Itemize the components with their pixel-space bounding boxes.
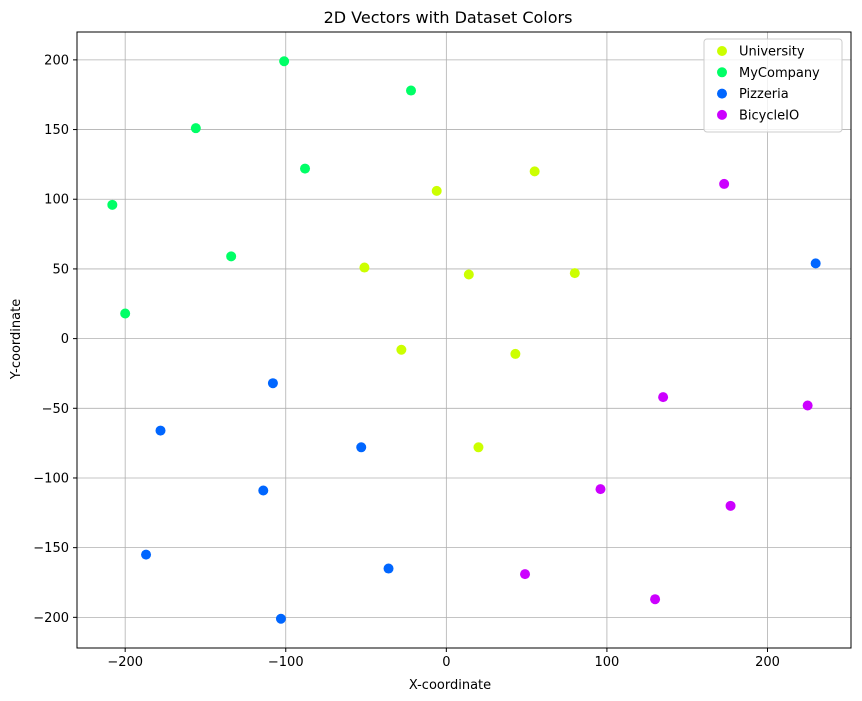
y-tick-label: −50 <box>42 402 69 417</box>
data-point-university <box>431 185 442 196</box>
axis-ticks: −200 −100 0 100 200 −200 −150 −100 −50 0 50 100 150 2… <box>33 53 780 670</box>
data-point-bicycleio <box>595 484 606 495</box>
data-point-pizzeria <box>141 549 152 560</box>
data-point-pizzeria <box>383 563 394 574</box>
data-point-university <box>569 268 580 279</box>
y-tick-label: 50 <box>52 262 69 277</box>
y-tick-label: 0 <box>61 332 69 347</box>
data-point-university <box>396 344 407 355</box>
x-tick-label: 100 <box>595 655 620 670</box>
y-tick-label: −200 <box>33 611 69 626</box>
legend-label-pizzeria: Pizzeria <box>739 87 789 102</box>
data-point-bicycleio <box>719 178 730 189</box>
data-point-bicycleio <box>658 392 669 403</box>
data-point-mycompany <box>190 123 201 134</box>
plot-area-frame <box>76 31 852 649</box>
data-point-pizzeria <box>810 258 821 269</box>
chart-title: 2D Vectors with Dataset Colors <box>324 8 573 27</box>
data-point-mycompany <box>406 85 417 96</box>
data-point-mycompany <box>120 308 131 319</box>
x-tick-label: −200 <box>107 655 143 670</box>
data-point-bicycleio <box>520 569 531 580</box>
data-point-bicycleio <box>802 400 813 411</box>
data-point-university <box>529 166 540 177</box>
data-point-pizzeria <box>267 378 278 389</box>
data-point-university <box>473 442 484 453</box>
x-axis-label: X-coordinate <box>409 678 491 693</box>
data-point-pizzeria <box>155 425 166 436</box>
data-point-pizzeria <box>275 613 286 624</box>
legend-marker-pizzeria <box>717 88 727 99</box>
data-point-university <box>463 269 474 280</box>
legend-label-university: University <box>739 45 805 60</box>
y-tick-label: 150 <box>44 123 69 138</box>
x-tick-label: 0 <box>442 655 450 670</box>
y-tick-label: 200 <box>44 53 69 68</box>
legend-label-bicycleio: BicycleIO <box>739 108 799 123</box>
x-tick-label: −100 <box>268 655 304 670</box>
legend: University MyCompany Pizzeria BicycleIO <box>703 38 843 133</box>
data-point-bicycleio <box>725 500 736 511</box>
y-tick-label: 100 <box>44 193 69 208</box>
data-point-bicycleio <box>650 594 661 605</box>
x-tick-label: 200 <box>755 655 780 670</box>
y-tick-label: −100 <box>33 471 69 486</box>
data-point-pizzeria <box>258 485 269 496</box>
data-point-mycompany <box>300 163 311 174</box>
data-points <box>107 56 821 624</box>
data-point-university <box>510 348 521 359</box>
legend-marker-bicycleio <box>717 109 727 120</box>
legend-box <box>703 38 843 133</box>
legend-marker-mycompany <box>717 67 727 78</box>
legend-marker-university <box>717 46 727 56</box>
legend-label-mycompany: MyCompany <box>739 66 820 81</box>
data-point-university <box>359 262 370 273</box>
y-axis-label: Y-coordinate <box>9 299 24 380</box>
data-point-mycompany <box>226 251 237 262</box>
data-point-mycompany <box>279 56 290 67</box>
data-point-mycompany <box>107 199 118 210</box>
y-tick-label: −150 <box>33 541 69 556</box>
data-point-pizzeria <box>356 442 367 453</box>
